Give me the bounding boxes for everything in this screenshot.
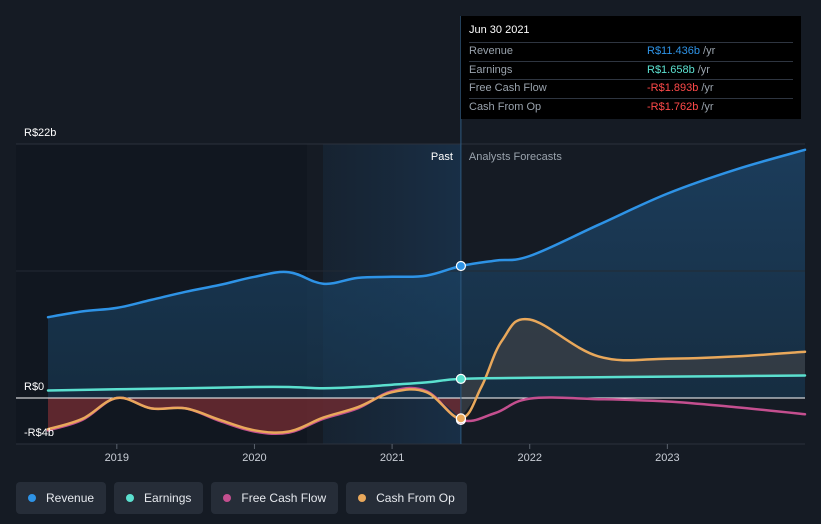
tooltip-date: Jun 30 2021 (469, 24, 530, 36)
forecast-label: Analysts Forecasts (469, 151, 562, 163)
x-tick-label: 2020 (242, 452, 266, 464)
legend-label: Cash From Op (376, 491, 455, 505)
legend-label: Free Cash Flow (241, 491, 327, 505)
series-line-cash-from-op (46, 317, 807, 434)
marker-earnings (455, 373, 467, 384)
tooltip-row-cash-from-op: Cash From Op -R$1.762b/yr (469, 97, 793, 117)
series-line-earnings (46, 374, 807, 392)
legend-item-cash-from-op[interactable]: Cash From Op (346, 482, 467, 514)
tooltip-row-value: R$11.436b (647, 45, 701, 57)
past-label: Past (431, 151, 453, 163)
legend-item-revenue[interactable]: Revenue (16, 482, 107, 514)
y-tick-label: R$0 (24, 381, 44, 393)
financials-chart: R$22b R$0 -R$4b 2019 2020 2021 2022 2023 Past Ana… (16, 16, 807, 464)
y-tick-label: R$22b (24, 127, 56, 139)
series-line-revenue (46, 148, 807, 319)
tooltip-row-unit: /yr (701, 82, 714, 94)
legend-dot-icon (358, 494, 367, 502)
legend-dot-icon (28, 494, 36, 502)
legend-label: Revenue (46, 491, 95, 505)
revenue-area (48, 149, 805, 398)
tooltip-row-label: Free Cash Flow (469, 82, 547, 94)
tooltip-row-unit: /yr (701, 100, 714, 113)
tooltip-row-label: Revenue (469, 45, 514, 57)
marker-revenue (455, 260, 467, 272)
legend-dot-icon (223, 494, 232, 502)
legend-label: Earnings (144, 491, 192, 505)
cash-from-op-forecast-area (460, 319, 805, 419)
tooltip-row-value: R$1.658b (647, 63, 695, 76)
tooltip-panel: Jun 30 2021 Revenue R$11.436b/yr Earnings R… (461, 16, 801, 119)
legend-dot-icon (126, 494, 135, 502)
legend-item-free-cash-flow[interactable]: Free Cash Flow (211, 482, 339, 514)
y-tick-label: -R$4b (24, 427, 54, 439)
tooltip-row-label: Earnings (469, 63, 513, 76)
x-tick-label: 2023 (655, 452, 679, 464)
x-tick-label: 2019 (105, 452, 129, 464)
x-tick-label: 2021 (380, 452, 404, 464)
tooltip-row-revenue: Revenue R$11.436b/yr (469, 42, 793, 61)
tooltip-row-value: -R$1.762b (647, 100, 699, 113)
legend: Revenue Earnings Free Cash Flow Cash From O… (16, 482, 467, 516)
tooltip-row-unit: /yr (697, 63, 710, 76)
tooltip-row-earnings: Earnings R$1.658b/yr (469, 60, 793, 80)
tooltip-row-label: Cash From Op (469, 100, 542, 113)
x-tick-label: 2022 (517, 452, 541, 464)
tooltip-row-free-cash-flow: Free Cash Flow -R$1.893b/yr (469, 79, 793, 98)
tooltip-row-value: -R$1.893b (647, 82, 699, 94)
tooltip-row-unit: /yr (703, 45, 716, 57)
legend-item-earnings[interactable]: Earnings (114, 482, 204, 514)
marker-cash-from-op (455, 413, 467, 424)
